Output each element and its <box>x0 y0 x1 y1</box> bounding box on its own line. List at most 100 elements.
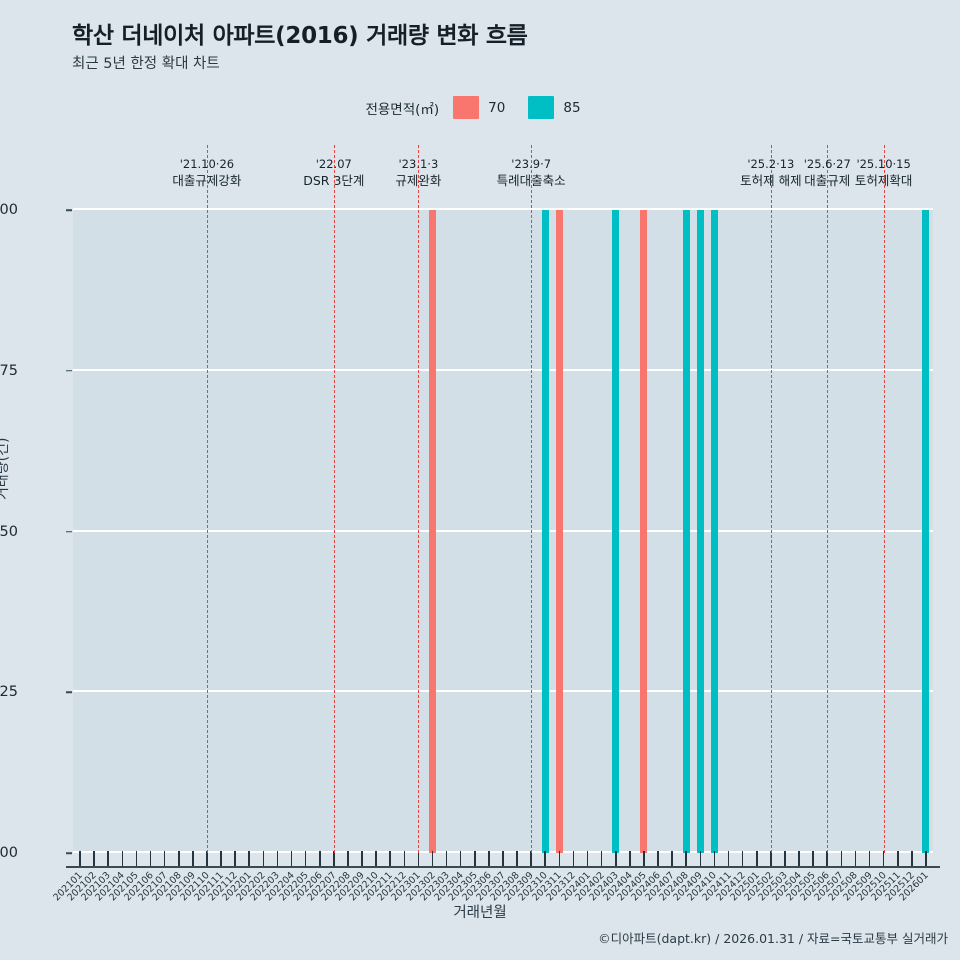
bar[interactable] <box>696 210 704 853</box>
event-date: '25.2·13 <box>747 157 795 171</box>
legend-item-85[interactable]: 85 <box>528 96 594 119</box>
event-name: 규제완화 <box>395 172 442 188</box>
x-tick-mark <box>530 851 532 866</box>
x-tick-mark <box>643 851 645 866</box>
x-tick-mark <box>826 851 829 866</box>
event-marker-line <box>883 145 885 853</box>
y-tick-label: 0.50 <box>0 523 18 540</box>
bar[interactable] <box>710 210 718 853</box>
x-tick-mark <box>586 851 589 866</box>
event-annotation: '25.6·27 대출규제 <box>803 157 851 190</box>
gridline <box>73 529 933 532</box>
x-tick-mark <box>361 851 363 866</box>
x-tick-mark <box>79 851 81 866</box>
bar[interactable] <box>429 210 436 853</box>
event-name: DSR 3단계 <box>303 172 365 188</box>
event-annotation: '22.07 DSR 3단계 <box>303 157 365 190</box>
x-tick-mark <box>403 851 406 866</box>
event-name: 토허제 해제 <box>740 172 802 188</box>
x-tick-mark <box>727 851 730 866</box>
plot-background <box>73 210 933 853</box>
event-name: 대출규제 <box>804 172 851 188</box>
event-date: '21.10·26 <box>179 157 235 171</box>
event-annotation: '25.2·13 토허제 해제 <box>740 157 802 190</box>
x-tick-mark <box>389 851 391 866</box>
x-tick-mark <box>333 851 335 866</box>
x-tick-mark <box>488 851 490 866</box>
x-tick-mark <box>699 851 702 866</box>
y-tick-mark <box>66 691 72 693</box>
event-marker-line <box>531 145 533 853</box>
bar[interactable] <box>682 210 690 853</box>
bar[interactable] <box>555 210 563 853</box>
x-tick-mark <box>234 851 236 866</box>
x-tick-mark <box>882 851 885 866</box>
x-tick-mark <box>347 851 349 866</box>
chart-title: 학산 더네이처 아파트(2016) 거래량 변화 흐름 <box>72 23 528 49</box>
x-tick-mark <box>854 851 857 866</box>
x-tick-mark <box>671 851 673 866</box>
y-tick-mark <box>66 852 72 854</box>
y-tick-label: 0.75 <box>0 362 18 379</box>
x-tick-mark <box>318 851 321 866</box>
x-tick-mark <box>121 851 124 866</box>
x-tick-mark <box>262 851 265 866</box>
event-date: '23.1·3 <box>398 157 439 171</box>
x-tick-mark <box>657 851 659 866</box>
x-tick-mark <box>911 851 913 866</box>
chart-subtitle: 최근 5년 한정 확대 차트 <box>72 56 220 72</box>
event-marker-line <box>206 145 208 853</box>
footer-credit: ©디아파트(dapt.kr) / 2026.01.31 / 자료=국토교통부 실… <box>598 931 948 946</box>
x-tick-mark <box>220 851 222 866</box>
event-marker-line <box>418 145 420 853</box>
x-tick-mark <box>93 851 95 866</box>
x-tick-mark <box>840 851 843 866</box>
x-tick-mark <box>459 851 462 866</box>
x-axis-title: 거래년월 <box>453 905 507 921</box>
legend-swatch-icon <box>528 96 555 119</box>
x-tick-mark <box>812 851 814 866</box>
x-tick-mark <box>572 851 575 866</box>
x-tick-mark <box>755 851 758 866</box>
event-date: '23.9·7 <box>511 157 552 171</box>
x-tick-mark <box>290 851 293 866</box>
x-tick-mark <box>896 851 899 866</box>
x-tick-mark <box>558 851 561 866</box>
bar[interactable] <box>541 210 549 853</box>
x-tick-mark <box>135 851 138 866</box>
x-tick-mark <box>741 851 744 866</box>
x-tick-mark <box>248 851 251 866</box>
x-tick-mark <box>868 851 871 866</box>
x-tick-mark <box>431 851 434 866</box>
x-tick-mark <box>614 851 617 866</box>
event-annotation: '23.9·7 특례대출축소 <box>497 157 566 190</box>
y-axis-title: 거래량(건) <box>0 437 11 500</box>
event-name: 대출규제강화 <box>172 172 242 188</box>
plot-area <box>73 145 933 853</box>
x-tick-mark <box>925 851 927 866</box>
x-tick-mark <box>600 851 603 866</box>
y-tick-label: 0.00 <box>0 845 18 861</box>
x-tick-mark <box>629 851 631 866</box>
bar[interactable] <box>922 210 930 853</box>
bar[interactable] <box>640 210 648 853</box>
legend-swatch-icon <box>453 96 480 119</box>
event-date: '22.07 <box>315 157 352 171</box>
x-tick-mark <box>770 851 772 866</box>
x-tick-mark <box>192 851 194 866</box>
x-tick-mark <box>276 851 279 866</box>
event-marker-line <box>770 145 772 853</box>
x-tick-mark <box>107 851 110 866</box>
x-tick-mark <box>474 851 476 866</box>
event-marker-line <box>333 145 335 853</box>
y-tick-label: 1.00 <box>0 202 18 218</box>
legend-item-70[interactable]: 70 <box>453 96 519 119</box>
bar[interactable] <box>612 210 620 853</box>
y-tick-mark <box>66 209 72 211</box>
event-annotation: '23.1·3 규제완화 <box>395 157 442 190</box>
x-tick-mark <box>149 851 152 866</box>
x-axis-line <box>66 866 940 868</box>
event-date: '25.6·27 <box>803 157 851 171</box>
y-tick-mark <box>66 530 72 533</box>
